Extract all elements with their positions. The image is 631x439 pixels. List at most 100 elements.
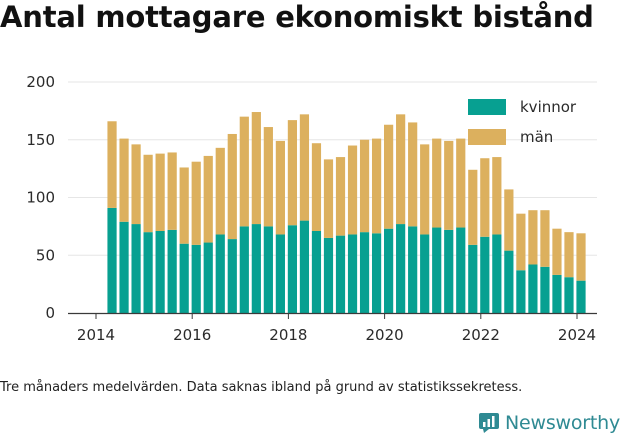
bar-man [227,133,237,240]
bar-kvinnor [119,221,129,313]
y-tick-label: 0 [45,304,55,322]
bars [107,112,586,313]
bar-kvinnor [311,230,322,313]
y-tick-label: 100 [26,189,55,207]
bar-kvinnor [516,270,526,313]
bar-man [576,233,586,281]
bar-man [275,140,285,235]
bar-kvinnor [227,239,237,313]
bar-kvinnor [251,224,261,313]
bar-man [396,114,406,225]
x-tick-label: 2018 [269,326,307,344]
bar-man [420,144,430,235]
bar-man [263,127,273,227]
bar-man [504,189,514,251]
bar-kvinnor [359,232,370,313]
bar-kvinnor [167,229,177,313]
bar-kvinnor [528,264,538,313]
bar-kvinnor [576,280,586,313]
bar-kvinnor [444,229,454,313]
footnote: Tre månaders medelvärden. Data saknas ib… [0,380,523,395]
bar-man [143,154,153,233]
bar-kvinnor [299,220,310,313]
bar-kvinnor [420,234,430,313]
bar-man [408,122,418,227]
y-tick-label: 200 [26,73,55,91]
bar-man [131,144,141,225]
bar-man [456,138,466,228]
x-tick-label: 2016 [173,326,211,344]
bar-kvinnor [203,242,213,313]
bar-kvinnor [456,227,466,313]
bar-man [480,158,490,237]
x-tick-label: 2024 [558,326,596,344]
bar-kvinnor [143,232,153,313]
bar-kvinnor [492,234,502,313]
chart-title: Antal mottagare ekonomiskt bistånd [0,0,594,34]
bar-man [564,232,574,278]
bar-kvinnor [287,225,298,313]
y-tick-label: 150 [26,131,55,149]
bar-kvinnor [468,244,478,313]
bar-man [167,152,177,230]
bar-man [516,213,526,271]
legend-label: kvinnor [520,98,577,116]
bar-man [203,155,213,243]
bar-man [528,210,538,265]
bar-man [335,157,346,236]
bar-man [119,138,129,222]
bar-man [215,147,225,235]
bar-kvinnor [335,235,346,313]
bar-man [384,124,394,229]
bar-kvinnor [191,244,201,313]
bar-kvinnor [275,234,285,313]
bar-kvinnor [323,237,334,313]
bar-man [323,159,334,238]
bar-kvinnor [432,227,442,313]
bar-man [251,112,261,225]
brand-name: Newsworthy [505,412,621,434]
bar-man [107,121,117,208]
x-tick-label: 2014 [77,326,115,344]
legend: kvinnor män [468,98,577,146]
bar-man [468,169,478,245]
legend-label: män [520,128,553,146]
bar-man [155,153,165,231]
axes: 0 50 100 150 200 2014 2016 2018 2020 2022 2024 [26,73,597,344]
bar-kvinnor [179,243,189,313]
bar-man [552,228,562,275]
bar-man [347,145,358,235]
bar-kvinnor [215,234,225,313]
bar-kvinnor [371,233,382,313]
bar-kvinnor [384,228,394,313]
bar-kvinnor [155,230,165,313]
bar-kvinnor [239,226,249,313]
bar-kvinnor [396,224,406,313]
bar-man [239,116,249,227]
bar-man [371,138,382,234]
bar-kvinnor [347,234,358,313]
legend-swatch [468,129,506,145]
bar-kvinnor [504,250,514,313]
bar-man [432,138,442,228]
bar-man [359,139,370,233]
bar-kvinnor [480,236,490,313]
bar-kvinnor [131,224,141,313]
bar-kvinnor [564,277,574,313]
bar-man [492,157,502,235]
bar-man [299,114,310,221]
bar-man [311,143,322,231]
bar-kvinnor [552,274,562,313]
bar-kvinnor [263,226,273,313]
legend-swatch [468,99,506,115]
x-tick-label: 2020 [366,326,404,344]
stacked-bar-chart: 0 50 100 150 200 2014 2016 2018 2020 2022 2024 kvi… [26,73,597,344]
y-tick-label: 50 [36,246,55,264]
bar-man [540,210,550,267]
brand-logo: Newsworthy [478,409,620,437]
bar-kvinnor [540,266,550,313]
bar-man [179,167,189,244]
x-tick-label: 2022 [462,326,500,344]
newsworthy-logo-icon [479,413,499,433]
bar-man [191,161,201,245]
